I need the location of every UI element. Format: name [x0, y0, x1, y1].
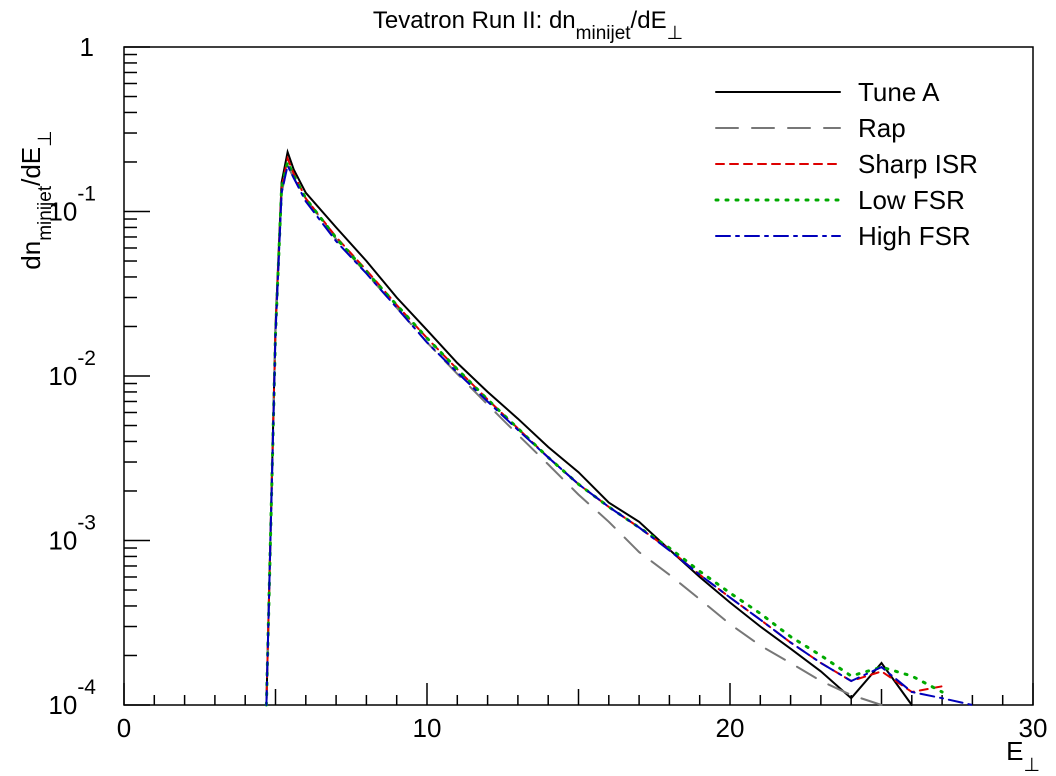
y-tick-label: 10-4 — [48, 676, 96, 720]
chart-title-part: ⊥ — [667, 23, 684, 44]
y-tick-base: 10 — [48, 361, 77, 391]
x-tick-label: 10 — [413, 713, 442, 743]
legend-label: Low FSR — [858, 185, 965, 215]
x-axis-label-part: ⊥ — [1023, 755, 1040, 776]
y-tick-exponent: -3 — [77, 512, 96, 535]
x-axis-label-part: E — [1006, 736, 1023, 766]
y-tick-label: 1 — [80, 32, 94, 62]
y-axis-label-part: /dE — [16, 147, 46, 186]
legend-label: Tune A — [858, 77, 940, 107]
y-tick-exponent: -1 — [77, 183, 96, 206]
y-axis-label: dnminijet/dE⊥ — [16, 130, 56, 269]
x-tick-label: 0 — [117, 713, 131, 743]
y-tick-base: 10 — [48, 526, 77, 556]
y-tick-label: 10-3 — [48, 512, 96, 556]
chart-title-part: minijet — [576, 23, 632, 44]
x-tick-label: 20 — [716, 713, 745, 743]
y-tick-exponent: -2 — [77, 347, 96, 370]
legend-label: Rap — [858, 113, 906, 143]
y-axis-label-part: minijet — [35, 185, 56, 241]
chart-title: Tevatron Run II: dnminijet/dE⊥ — [373, 7, 683, 44]
legend-label: High FSR — [858, 221, 971, 251]
x-tick-label: 30 — [1019, 713, 1048, 743]
y-tick-label: 10-1 — [48, 183, 96, 227]
y-tick-base: 10 — [48, 197, 77, 227]
series-line — [264, 157, 944, 707]
y-axis-label-part: dn — [16, 241, 46, 270]
chart-title-part: Tevatron Run II: dn — [373, 7, 576, 34]
series-line — [265, 162, 883, 706]
y-tick-base: 1 — [80, 32, 94, 62]
legend-label: Sharp ISR — [858, 149, 978, 179]
series-line — [265, 148, 913, 706]
y-tick-base: 10 — [48, 690, 77, 720]
y-tick-label: 10-2 — [48, 347, 96, 391]
series-line — [265, 155, 944, 706]
plot-frame — [123, 46, 1034, 706]
y-tick-exponent: -4 — [77, 676, 96, 699]
y-axis-label-part: ⊥ — [35, 130, 56, 147]
chart-title-part: /dE — [631, 7, 667, 34]
x-axis-label: E⊥ — [1006, 736, 1040, 776]
